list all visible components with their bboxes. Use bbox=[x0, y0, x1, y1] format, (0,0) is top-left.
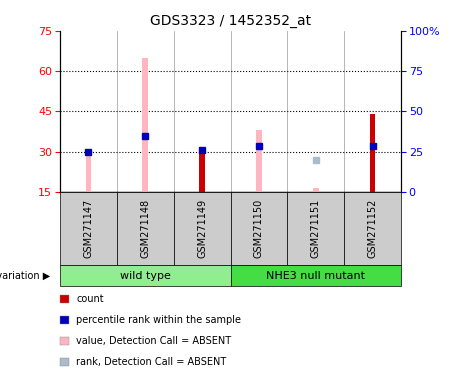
Bar bbox=[199, 152, 205, 192]
Text: NHE3 null mutant: NHE3 null mutant bbox=[266, 270, 365, 281]
Bar bbox=[313, 188, 319, 192]
Bar bbox=[142, 58, 148, 192]
Text: GSM271149: GSM271149 bbox=[197, 199, 207, 258]
Text: percentile rank within the sample: percentile rank within the sample bbox=[76, 315, 241, 325]
Text: GSM271147: GSM271147 bbox=[83, 199, 94, 258]
Bar bbox=[256, 130, 262, 192]
Text: count: count bbox=[76, 294, 104, 304]
Text: GSM271148: GSM271148 bbox=[140, 199, 150, 258]
Text: rank, Detection Call = ABSENT: rank, Detection Call = ABSENT bbox=[76, 357, 226, 367]
Title: GDS3323 / 1452352_at: GDS3323 / 1452352_at bbox=[150, 14, 311, 28]
Text: value, Detection Call = ABSENT: value, Detection Call = ABSENT bbox=[76, 336, 231, 346]
Text: genotype/variation ▶: genotype/variation ▶ bbox=[0, 270, 51, 281]
Bar bbox=[86, 152, 91, 192]
Bar bbox=[370, 114, 375, 192]
Text: GSM271151: GSM271151 bbox=[311, 199, 321, 258]
Text: wild type: wild type bbox=[120, 270, 171, 281]
Text: GSM271150: GSM271150 bbox=[254, 199, 264, 258]
Text: GSM271152: GSM271152 bbox=[367, 199, 378, 258]
